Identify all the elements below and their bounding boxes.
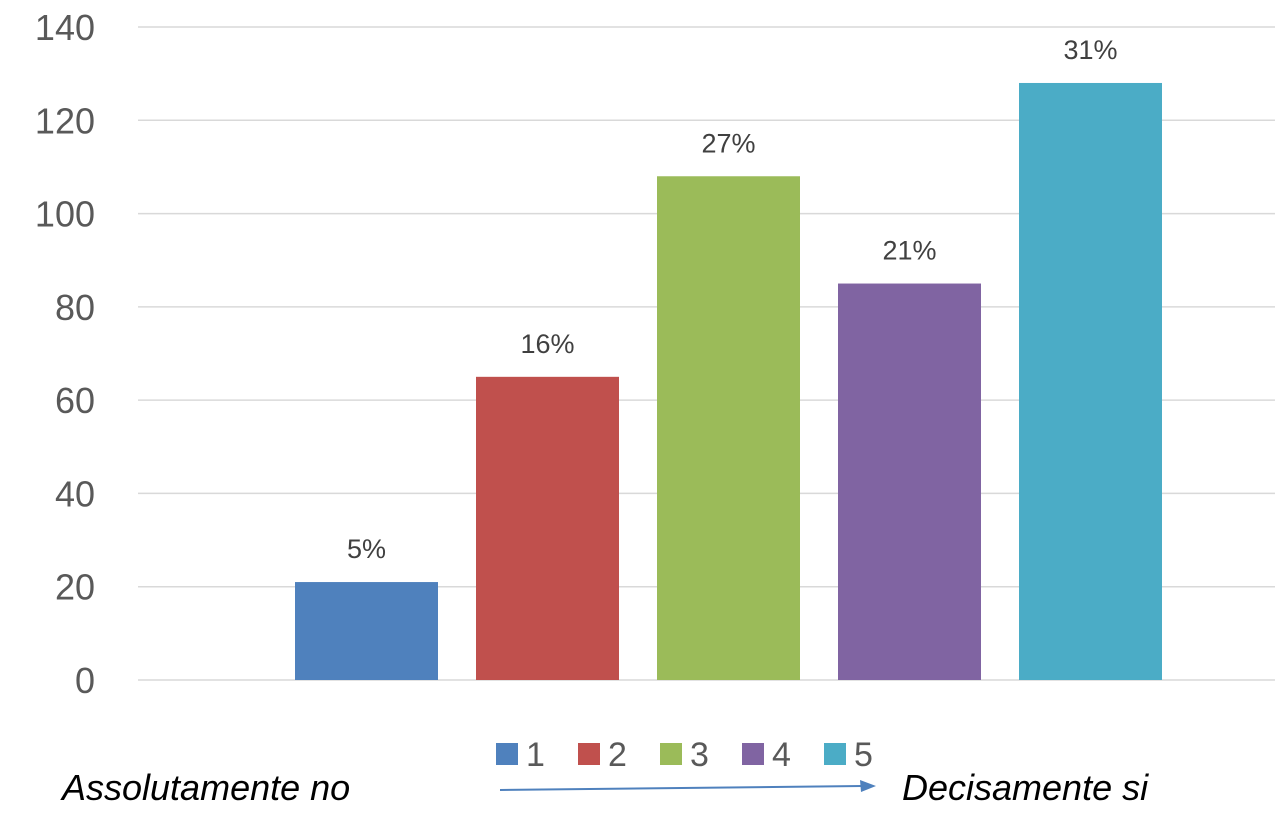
y-tick-label: 40 — [55, 473, 95, 514]
y-tick-label: 20 — [55, 567, 95, 608]
bars — [295, 82, 1162, 680]
y-tick-label: 0 — [75, 660, 95, 701]
bar — [476, 376, 619, 680]
scale-annotation: Assolutamente no Decisamente si — [60, 767, 1149, 808]
y-tick-label: 120 — [35, 100, 95, 141]
y-tick-label: 60 — [55, 380, 95, 421]
legend-label: 3 — [690, 736, 709, 774]
legend: 1 2 3 4 5 — [496, 736, 873, 774]
scale-arrow-line — [499, 785, 863, 791]
bar — [295, 582, 438, 680]
scale-arrow-head — [860, 780, 876, 792]
y-tick-label: 80 — [55, 287, 95, 328]
legend-swatch — [742, 743, 764, 765]
y-axis-ticks: 0 20 40 60 80 100 120 140 — [35, 7, 95, 701]
scale-left-label: Assolutamente no — [60, 767, 350, 808]
data-label: 5% — [347, 534, 386, 564]
bar — [1019, 82, 1162, 680]
data-label: 31% — [1063, 35, 1117, 65]
y-tick-label: 100 — [35, 194, 95, 235]
scale-right-label: Decisamente si — [902, 767, 1149, 808]
legend-label: 2 — [608, 736, 627, 774]
y-tick-label: 140 — [35, 7, 95, 48]
data-label: 16% — [520, 329, 574, 359]
bar — [838, 283, 981, 680]
legend-label: 4 — [772, 736, 791, 774]
legend-label: 5 — [854, 736, 873, 774]
legend-swatch — [824, 743, 846, 765]
legend-swatch — [660, 743, 682, 765]
legend-swatch — [496, 743, 518, 765]
data-label: 21% — [882, 236, 936, 266]
data-label: 27% — [701, 128, 755, 158]
bar — [657, 176, 800, 680]
legend-label: 1 — [526, 736, 545, 774]
legend-swatch — [578, 743, 600, 765]
data-labels: 5% 16% 27% 21% 31% — [347, 35, 1118, 564]
